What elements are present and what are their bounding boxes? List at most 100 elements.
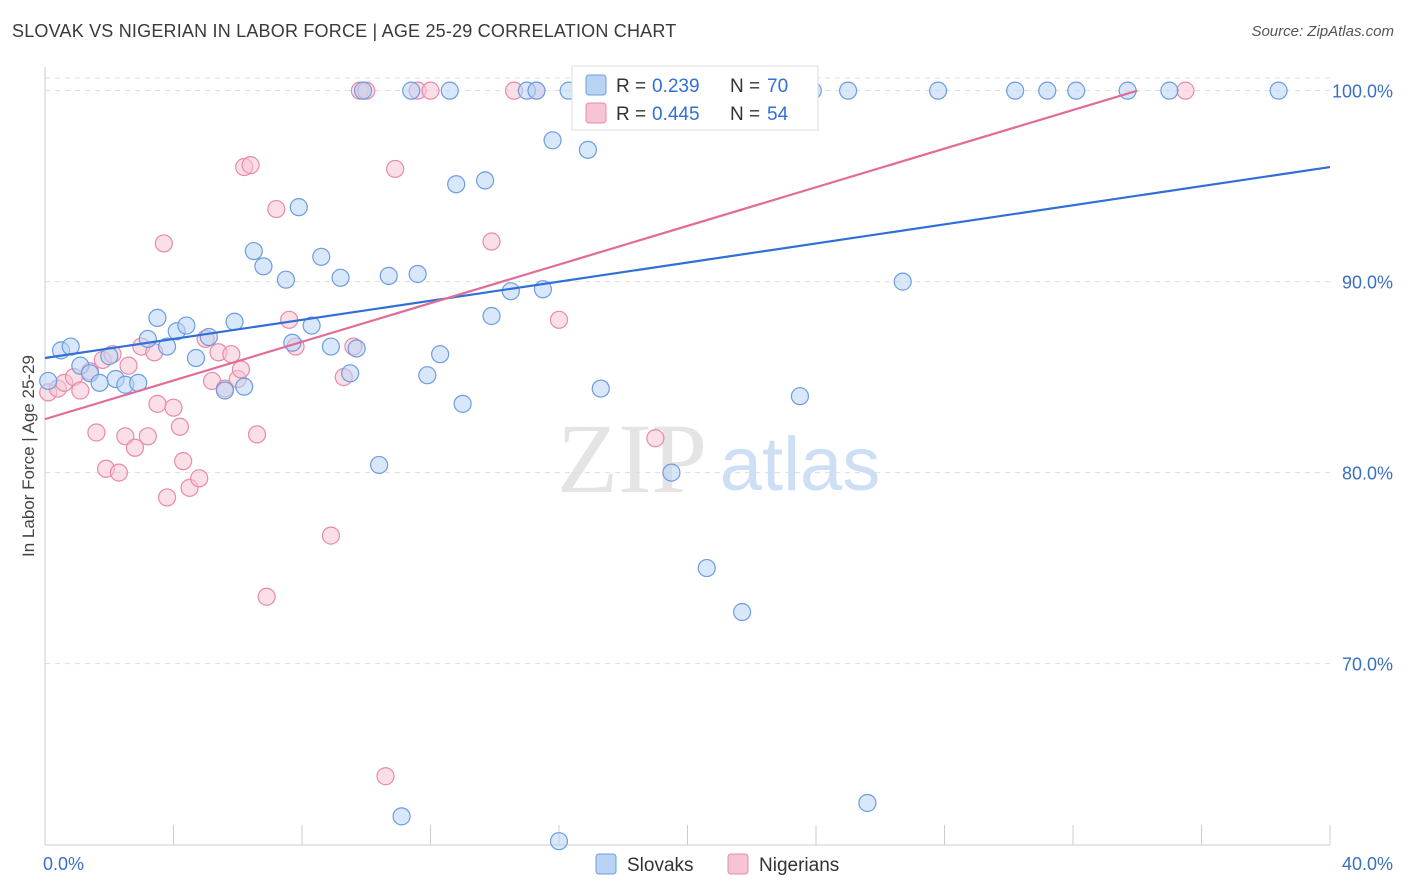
nigerians-point-45 — [386, 159, 405, 179]
slovaks-point-52 — [591, 379, 610, 398]
slovaks-point-43 — [482, 306, 501, 326]
source-label: Source: ZipAtlas.com — [1251, 23, 1394, 40]
axes — [44, 67, 1331, 846]
slovaks-point-58 — [790, 387, 810, 406]
legend: R = 0.239 N = 70 R = 0.445 N = 54 — [571, 65, 819, 131]
slovaks-point-0 — [39, 371, 58, 391]
slovaks-point-63 — [928, 81, 948, 100]
y-axis-label: In Labor Force | Age 25-29 — [19, 355, 38, 557]
slovaks-point-32 — [370, 455, 389, 475]
legend-box — [571, 65, 819, 131]
slovaks-point-28 — [331, 268, 350, 287]
chart-title: SLOVAK VS NIGERIAN IN LABOR FORCE | AGE … — [12, 21, 677, 41]
nigerians-point-39 — [321, 526, 341, 545]
slovaks-point-17 — [215, 381, 234, 400]
slovaks-point-55 — [697, 558, 716, 578]
slovaks-point-34 — [392, 807, 411, 826]
y-tick-label-100: 100.0% — [1332, 82, 1393, 102]
watermark: ZIP atlas — [557, 403, 880, 514]
legend-r-value-2: 0.445 — [652, 104, 700, 125]
trend-lines — [44, 89, 1331, 421]
slovaks-point-40 — [447, 175, 466, 194]
slovaks-point-12 — [157, 337, 177, 356]
slovaks-point-69 — [1269, 81, 1288, 100]
slovaks-point-27 — [321, 337, 341, 356]
slovaks-point-26 — [312, 247, 331, 266]
nigerians-point-31 — [231, 360, 251, 379]
bottom-legend-swatch-nigerians — [727, 853, 749, 875]
nigerians-point-44 — [376, 767, 395, 786]
nigerians-point-35 — [257, 587, 276, 606]
slovaks-point-46 — [527, 81, 546, 100]
nigerians-point-15 — [138, 427, 157, 446]
slovaks-point-61 — [858, 793, 877, 813]
nigerians-point-51 — [549, 310, 569, 329]
slovaks-point-49 — [549, 832, 569, 851]
y-tick-label-80: 80.0% — [1342, 464, 1393, 484]
slovaks-point-39 — [440, 81, 459, 100]
slovaks-point-38 — [431, 345, 450, 364]
slovaks-point-5 — [90, 373, 109, 392]
tick-labels: 70.0% 80.0% 90.0% 100.0% 0.0% 40.0% — [43, 82, 1393, 874]
watermark-zip: ZIP — [557, 403, 707, 514]
slovaks-point-16 — [199, 327, 218, 347]
legend-r-label-2: R = — [616, 104, 646, 125]
nigerians-trend-line — [44, 89, 1138, 421]
nigerians-point-17 — [148, 394, 167, 413]
nigerians-point-18 — [154, 234, 173, 253]
slovaks-point-44 — [501, 282, 520, 301]
nigerians-point-52 — [646, 429, 665, 448]
slovaks-point-33 — [379, 266, 398, 285]
nigerians-point-53 — [1176, 81, 1195, 100]
slovaks-point-10 — [138, 329, 157, 349]
nigerians-point-4 — [71, 381, 90, 400]
legend-swatch-slovaks — [585, 74, 607, 96]
slovaks-point-25 — [302, 316, 321, 335]
slovaks-point-60 — [839, 81, 858, 100]
nigerians-point-21 — [170, 417, 190, 436]
slovaks-point-14 — [177, 316, 196, 335]
nigerians-point-19 — [157, 488, 177, 507]
y-tick-label-90: 90.0% — [1342, 273, 1393, 293]
nigerians-point-36 — [267, 199, 286, 219]
slovaks-point-42 — [476, 171, 495, 190]
slovaks-point-68 — [1160, 81, 1179, 100]
slovaks-point-48 — [543, 131, 562, 150]
legend-r-value-1: 0.239 — [652, 76, 700, 97]
nigerians-point-29 — [222, 345, 241, 364]
watermark-atlas: atlas — [720, 422, 881, 507]
slovaks-point-41 — [453, 394, 472, 413]
slovaks-point-22 — [276, 270, 296, 289]
legend-n-label-1: N = — [730, 76, 760, 97]
y-tick-label-70: 70.0% — [1342, 655, 1393, 675]
slovaks-point-37 — [418, 366, 437, 385]
slovaks-point-51 — [578, 140, 598, 159]
bottom-legend-swatch-slovaks — [595, 853, 617, 875]
nigerians-point-48 — [482, 232, 501, 251]
slovaks-point-18 — [225, 312, 244, 331]
legend-n-value-2: 54 — [767, 104, 789, 125]
slovaks-point-15 — [186, 348, 206, 368]
legend-r-label-1: R = — [616, 76, 646, 97]
slovaks-point-62 — [893, 272, 912, 291]
nigerians-point-6 — [87, 423, 106, 442]
legend-swatch-nigerians — [585, 102, 607, 124]
x-tick-label-max: 40.0% — [1342, 854, 1393, 874]
nigerians-point-47 — [421, 81, 440, 100]
bottom-legend-label-nigerians: Nigerians — [759, 855, 839, 876]
slovaks-point-54 — [662, 463, 681, 482]
nigerians-point-24 — [190, 469, 209, 488]
nigerians-point-10 — [109, 463, 128, 482]
legend-n-value-1: 70 — [767, 76, 788, 97]
slovaks-point-21 — [254, 257, 273, 276]
nigerians-point-12 — [119, 356, 138, 375]
slovaks-point-30 — [347, 339, 366, 358]
slovaks-point-64 — [1006, 81, 1025, 100]
slovaks-trend-line — [44, 165, 1331, 360]
bottom-legend-label-slovaks: Slovaks — [627, 855, 694, 876]
nigerians-point-33 — [241, 156, 260, 175]
slovaks-point-19 — [235, 377, 254, 396]
slovaks-point-11 — [148, 308, 167, 328]
slovaks-point-65 — [1038, 81, 1057, 100]
